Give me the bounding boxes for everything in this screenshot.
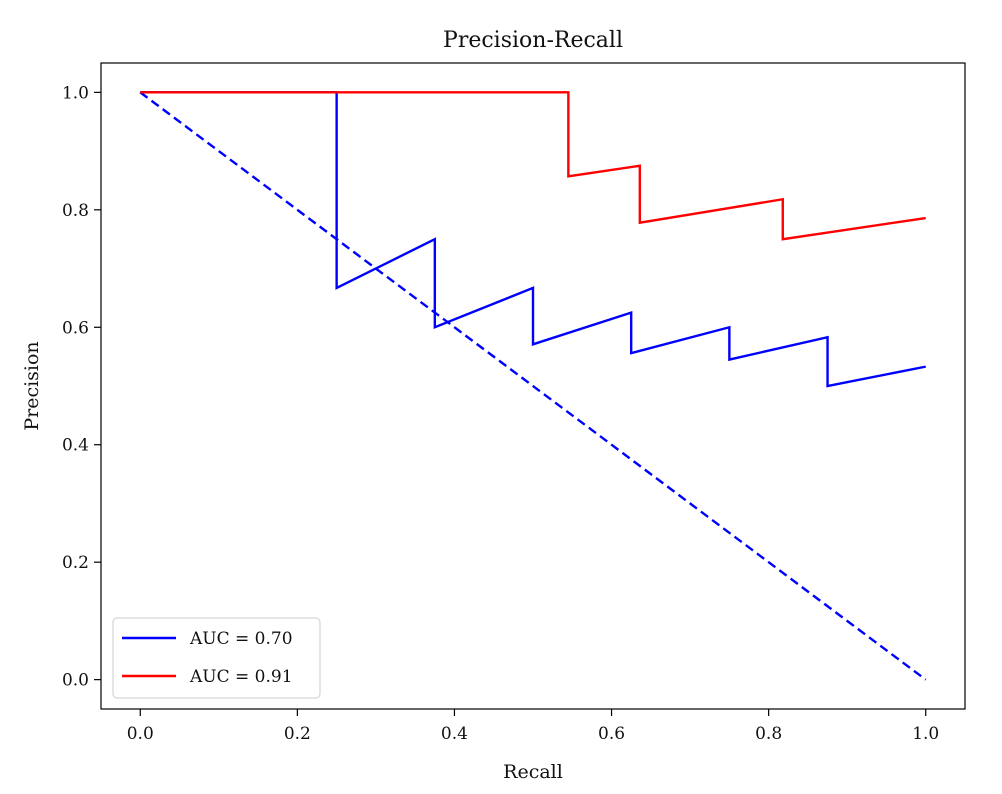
x-axis-label: Recall — [503, 761, 563, 783]
x-tick-label: 1.0 — [912, 724, 939, 744]
x-tick-label: 0.8 — [755, 724, 782, 744]
legend-label-auc-070: AUC = 0.70 — [189, 629, 293, 649]
x-tick-label: 0.0 — [127, 724, 154, 744]
y-tick-label: 0.0 — [62, 671, 89, 691]
legend: AUC = 0.70 AUC = 0.91 — [112, 617, 321, 699]
x-tick-label: 0.4 — [441, 724, 468, 744]
chart-title: Precision-Recall — [443, 28, 623, 53]
x-tick-label: 0.2 — [284, 724, 311, 744]
legend-label-auc-091: AUC = 0.91 — [189, 667, 293, 687]
series-layer — [139, 91, 927, 681]
y-tick-label: 1.0 — [62, 83, 89, 103]
x-axis-ticks: 0.0 0.2 0.4 0.6 0.8 1.0 — [127, 709, 939, 744]
y-axis-ticks: 0.0 0.2 0.4 0.6 0.8 1.0 — [62, 83, 101, 691]
y-tick-label: 0.8 — [62, 201, 89, 221]
y-axis-label: Precision — [21, 341, 43, 430]
plot-frame — [100, 62, 966, 710]
x-tick-label: 0.6 — [598, 724, 625, 744]
series-line-auc-0-91 — [140, 91, 926, 241]
series-line-auc-0-70 — [140, 91, 926, 388]
y-tick-label: 0.6 — [62, 318, 89, 338]
y-tick-label: 0.2 — [62, 553, 89, 573]
series-line-baseline — [139, 91, 927, 681]
y-tick-label: 0.4 — [62, 436, 89, 456]
